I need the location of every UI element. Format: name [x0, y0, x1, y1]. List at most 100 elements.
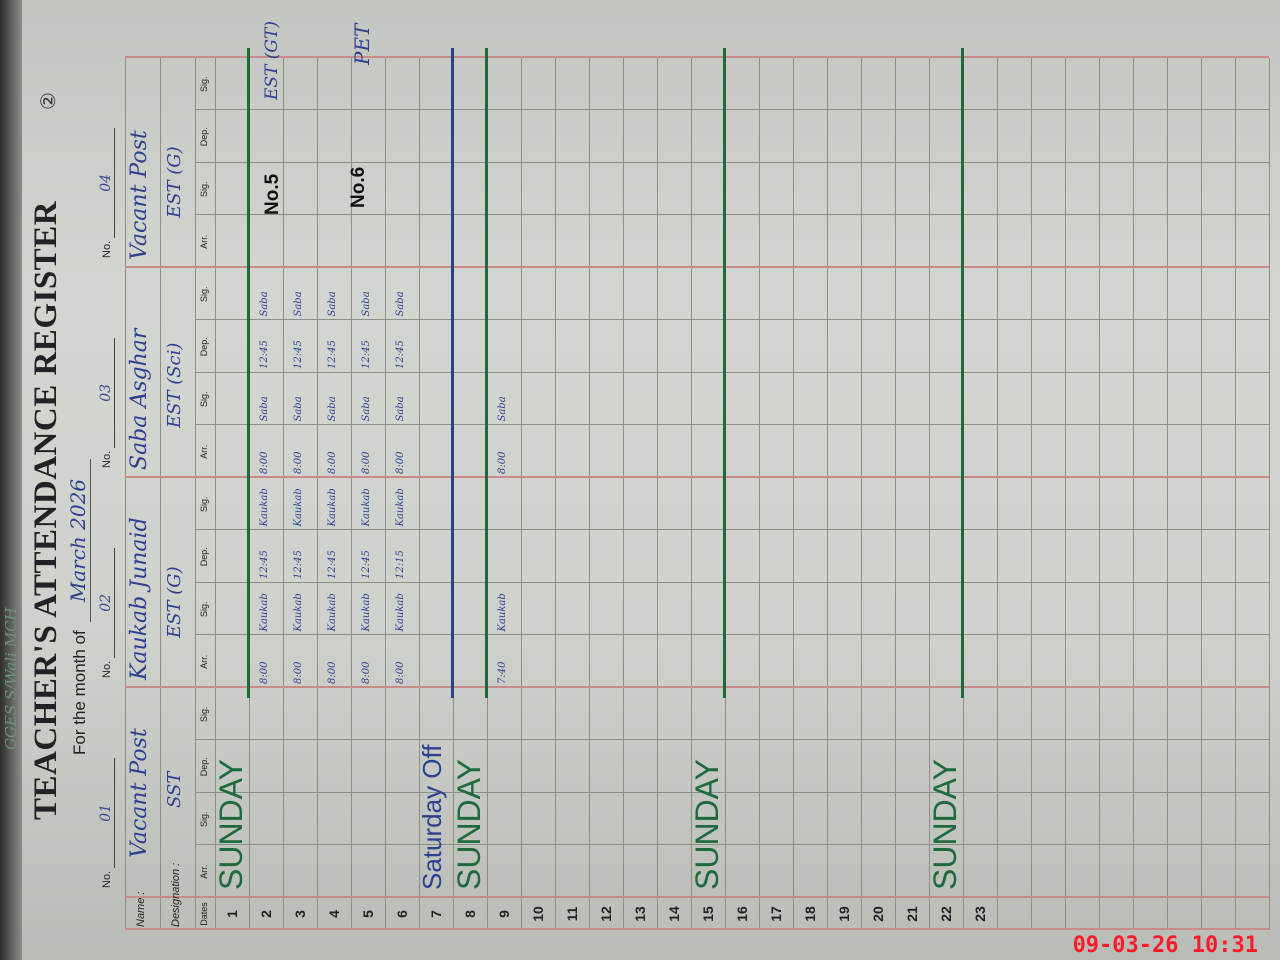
- grid-line: [1235, 58, 1236, 930]
- month-value: March 2026: [66, 458, 91, 623]
- no-label: No.: [101, 867, 113, 888]
- group-divider: [125, 56, 1269, 58]
- date-number: 8: [462, 910, 478, 918]
- attendance-entry: Saba: [497, 396, 508, 422]
- grid-line: [195, 582, 1269, 583]
- column-header: Sig.: [199, 391, 209, 408]
- page-number: ②: [38, 92, 60, 110]
- column-header: Dep.: [199, 337, 209, 357]
- teacher-name: Vacant Post: [127, 130, 152, 260]
- date-number: 20: [870, 906, 886, 922]
- attendance-entry: Saba: [327, 291, 338, 317]
- month-label: For the month of: [70, 630, 89, 755]
- attendance-entry: 12:45: [395, 340, 406, 369]
- attendance-entry: 8:00: [259, 661, 270, 684]
- teacher-designation: EST (G): [164, 566, 185, 638]
- date-number: 16: [734, 906, 750, 922]
- sunday-note: SUNDAY: [927, 759, 963, 890]
- date-number: 14: [666, 906, 682, 922]
- attendance-entry: 12:45: [259, 340, 270, 369]
- date-number: 12: [598, 906, 614, 922]
- attendance-entry: 12:45: [361, 550, 372, 579]
- attendance-entry: 12:15: [395, 550, 406, 579]
- annotation-no5: No.5: [262, 173, 283, 215]
- no-label: No.: [101, 447, 113, 468]
- grid-line: [1269, 58, 1270, 930]
- date-number: 13: [632, 906, 648, 922]
- column-header: Dep.: [199, 127, 209, 147]
- grid-line: [895, 58, 896, 930]
- grid-line: [195, 634, 1269, 636]
- column-header: Sig.: [199, 811, 209, 828]
- no-label: No.: [101, 657, 113, 678]
- column-header: Sig.: [199, 286, 209, 303]
- attendance-entry: Saba: [293, 396, 304, 422]
- grid-line: [521, 58, 522, 930]
- annotation-est-gt: EST (GT): [262, 21, 282, 100]
- attendance-entry: Saba: [293, 291, 304, 317]
- grid-line: [1133, 58, 1134, 930]
- attendance-entry: 8:00: [293, 451, 304, 474]
- day-strike-line: [723, 48, 726, 698]
- column-header: Arr.: [199, 234, 209, 249]
- attendance-entry: Kaukab: [327, 593, 338, 632]
- column-header: Sig.: [199, 601, 209, 618]
- grid-line: [125, 58, 126, 930]
- attendance-entry: 8:00: [361, 451, 372, 474]
- column-header: Sig.: [199, 181, 209, 198]
- grid-line: [195, 792, 1269, 793]
- attendance-entry: 12:45: [327, 340, 338, 369]
- attendance-entry: Kaukab: [395, 488, 406, 527]
- attendance-entry: 8:00: [395, 451, 406, 474]
- grid-line: [1065, 58, 1066, 930]
- grid-line: [195, 109, 1269, 111]
- camera-timestamp: 09-03-26 10:31: [1072, 933, 1258, 958]
- teacher-no-value: 03: [98, 337, 115, 448]
- teacher-name: Kaukab Junaid: [127, 517, 152, 680]
- sunday-note: SUNDAY: [213, 759, 249, 890]
- date-number: 1: [224, 910, 240, 918]
- teacher-name: Vacant Post: [127, 728, 152, 858]
- attendance-entry: 8:00: [259, 451, 270, 474]
- grid-line: [793, 58, 794, 930]
- date-number: 10: [530, 906, 546, 922]
- teacher-designation: SST: [164, 771, 185, 808]
- grid-line: [623, 58, 624, 930]
- attendance-entry: Kaukab: [327, 488, 338, 527]
- name-label: Name :: [135, 891, 147, 927]
- attendance-entry: 8:00: [327, 661, 338, 684]
- attendance-entry: Kaukab: [293, 593, 304, 632]
- grid-line: [1031, 58, 1032, 930]
- attendance-entry: 12:45: [259, 550, 270, 579]
- attendance-entry: Kaukab: [259, 593, 270, 632]
- grid-line: [195, 372, 1269, 373]
- date-number: 23: [972, 906, 988, 922]
- group-divider: [125, 476, 1269, 478]
- date-number: 19: [836, 906, 852, 922]
- column-header: Dep.: [199, 757, 209, 777]
- attendance-entry: Saba: [395, 396, 406, 422]
- date-number: 15: [700, 906, 716, 922]
- teacher-no-value: 02: [98, 547, 115, 658]
- attendance-entry: Kaukab: [395, 593, 406, 632]
- annotation-no6: No.6: [348, 166, 369, 208]
- attendance-entry: Saba: [361, 291, 372, 317]
- grid-line: [1167, 58, 1168, 930]
- register-title: TEACHER'S ATTENDANCE REGISTER: [28, 200, 64, 820]
- grid-line: [195, 844, 1269, 846]
- column-header: Arr.: [199, 654, 209, 669]
- teacher-number: No. 03: [98, 337, 115, 468]
- attendance-entry: Saba: [259, 291, 270, 317]
- column-header: Sig.: [199, 76, 209, 93]
- date-number: 3: [292, 910, 308, 918]
- attendance-entry: Kaukab: [293, 488, 304, 527]
- date-number: 17: [768, 906, 784, 922]
- grid-line: [195, 424, 1269, 426]
- grid-line: [555, 58, 556, 930]
- date-number: 22: [938, 906, 954, 922]
- attendance-entry: 12:45: [293, 340, 304, 369]
- grid-line: [195, 529, 1269, 531]
- teacher-name: Saba Asghar: [127, 328, 152, 470]
- designation-label: Designation :: [170, 862, 182, 927]
